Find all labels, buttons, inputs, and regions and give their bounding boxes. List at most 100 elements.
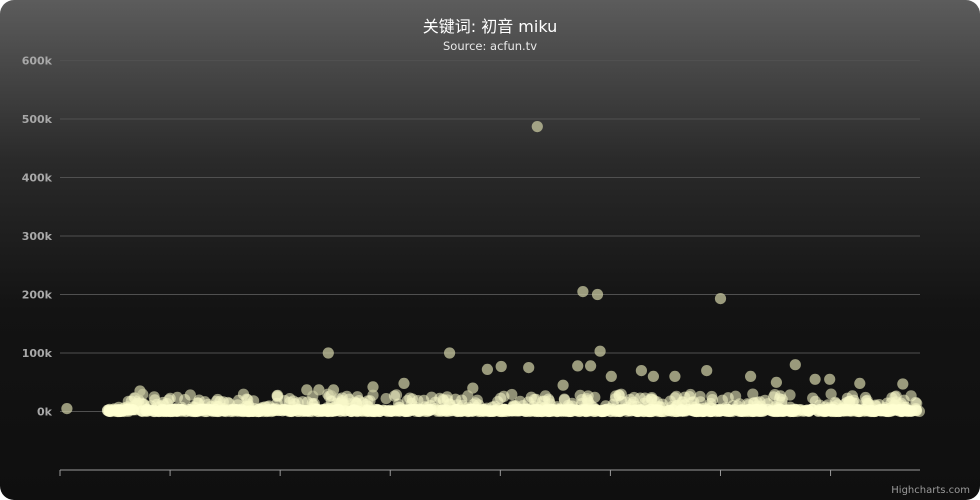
data-point[interactable] (577, 286, 589, 298)
data-point[interactable] (174, 404, 186, 416)
data-point[interactable] (774, 390, 787, 402)
data-point[interactable] (721, 405, 733, 417)
data-point[interactable] (701, 365, 713, 377)
data-point[interactable] (126, 404, 139, 416)
data-point[interactable] (481, 363, 493, 375)
data-point[interactable] (436, 404, 449, 416)
data-point[interactable] (878, 403, 890, 416)
data-point[interactable] (594, 345, 606, 357)
data-point[interactable] (513, 405, 525, 417)
data-point[interactable] (736, 405, 749, 417)
data-point[interactable] (444, 347, 456, 359)
data-point[interactable] (591, 288, 604, 301)
data-point[interactable] (280, 404, 293, 416)
data-point[interactable] (629, 404, 641, 416)
data-point[interactable] (809, 373, 821, 385)
data-point[interactable] (235, 403, 247, 415)
data-point[interactable] (854, 377, 866, 389)
data-point[interactable] (311, 404, 323, 416)
data-point[interactable] (746, 404, 758, 416)
data-point[interactable] (404, 392, 416, 404)
data-point[interactable] (770, 376, 783, 388)
data-point[interactable] (237, 388, 250, 400)
data-point[interactable] (262, 403, 274, 416)
data-point[interactable] (722, 392, 734, 404)
data-point[interactable] (209, 405, 221, 417)
data-point[interactable] (422, 404, 434, 416)
data-point[interactable] (319, 405, 331, 417)
data-point[interactable] (380, 393, 392, 405)
data-point[interactable] (301, 384, 313, 396)
data-point[interactable] (827, 403, 839, 415)
data-point[interactable] (398, 405, 411, 417)
data-point[interactable] (910, 405, 923, 417)
data-point[interactable] (184, 389, 196, 401)
data-point[interactable] (558, 393, 571, 405)
data-point[interactable] (706, 390, 718, 403)
data-point[interactable] (557, 379, 569, 391)
data-point[interactable] (647, 370, 660, 382)
data-point[interactable] (789, 359, 801, 371)
data-point[interactable] (506, 388, 518, 401)
data-point[interactable] (496, 405, 508, 417)
data-point[interactable] (756, 403, 768, 416)
data-point[interactable] (382, 405, 394, 417)
data-point[interactable] (807, 392, 819, 404)
data-point[interactable] (471, 394, 483, 406)
data-point[interactable] (867, 405, 879, 417)
data-point[interactable] (747, 388, 759, 400)
data-point[interactable] (770, 404, 782, 417)
data-point[interactable] (297, 404, 309, 416)
data-point[interactable] (467, 382, 479, 394)
data-point[interactable] (158, 405, 171, 417)
data-point[interactable] (134, 385, 146, 397)
data-point[interactable] (367, 381, 379, 393)
data-point[interactable] (582, 390, 594, 402)
data-point[interactable] (271, 391, 284, 403)
data-point[interactable] (575, 404, 588, 416)
data-point[interactable] (635, 365, 648, 377)
data-point[interactable] (745, 370, 757, 382)
data-point[interactable] (183, 403, 195, 416)
data-point[interactable] (610, 390, 622, 402)
data-point[interactable] (398, 377, 410, 389)
data-point[interactable] (783, 404, 795, 417)
data-point[interactable] (572, 360, 584, 372)
data-point[interactable] (61, 403, 73, 415)
data-point[interactable] (585, 360, 597, 372)
data-point[interactable] (450, 403, 463, 416)
data-point[interactable] (605, 370, 617, 382)
data-point[interactable] (689, 404, 701, 416)
data-point[interactable] (483, 405, 495, 417)
data-point[interactable] (523, 362, 535, 374)
data-point[interactable] (639, 392, 651, 404)
data-point[interactable] (824, 373, 836, 385)
data-point[interactable] (495, 360, 507, 373)
data-point[interactable] (531, 121, 543, 133)
data-point[interactable] (714, 293, 727, 305)
data-point[interactable] (712, 405, 725, 417)
data-point[interactable] (492, 396, 504, 408)
data-point[interactable] (253, 403, 265, 415)
data-point[interactable] (806, 403, 818, 415)
data-point[interactable] (669, 370, 681, 382)
data-point[interactable] (140, 405, 152, 417)
data-point[interactable] (418, 394, 430, 406)
data-point[interactable] (164, 392, 176, 404)
data-point[interactable] (643, 405, 655, 417)
data-point[interactable] (612, 405, 624, 417)
data-point[interactable] (463, 405, 475, 417)
data-point[interactable] (330, 404, 342, 416)
data-point[interactable] (910, 396, 922, 409)
data-point[interactable] (817, 404, 829, 417)
data-point[interactable] (597, 404, 609, 416)
data-point[interactable] (193, 394, 205, 406)
data-point[interactable] (628, 391, 640, 404)
data-point[interactable] (683, 391, 696, 403)
data-point[interactable] (133, 394, 145, 406)
data-point[interactable] (350, 405, 362, 417)
data-point[interactable] (327, 384, 340, 396)
data-point[interactable] (676, 404, 688, 416)
data-point[interactable] (193, 404, 205, 416)
